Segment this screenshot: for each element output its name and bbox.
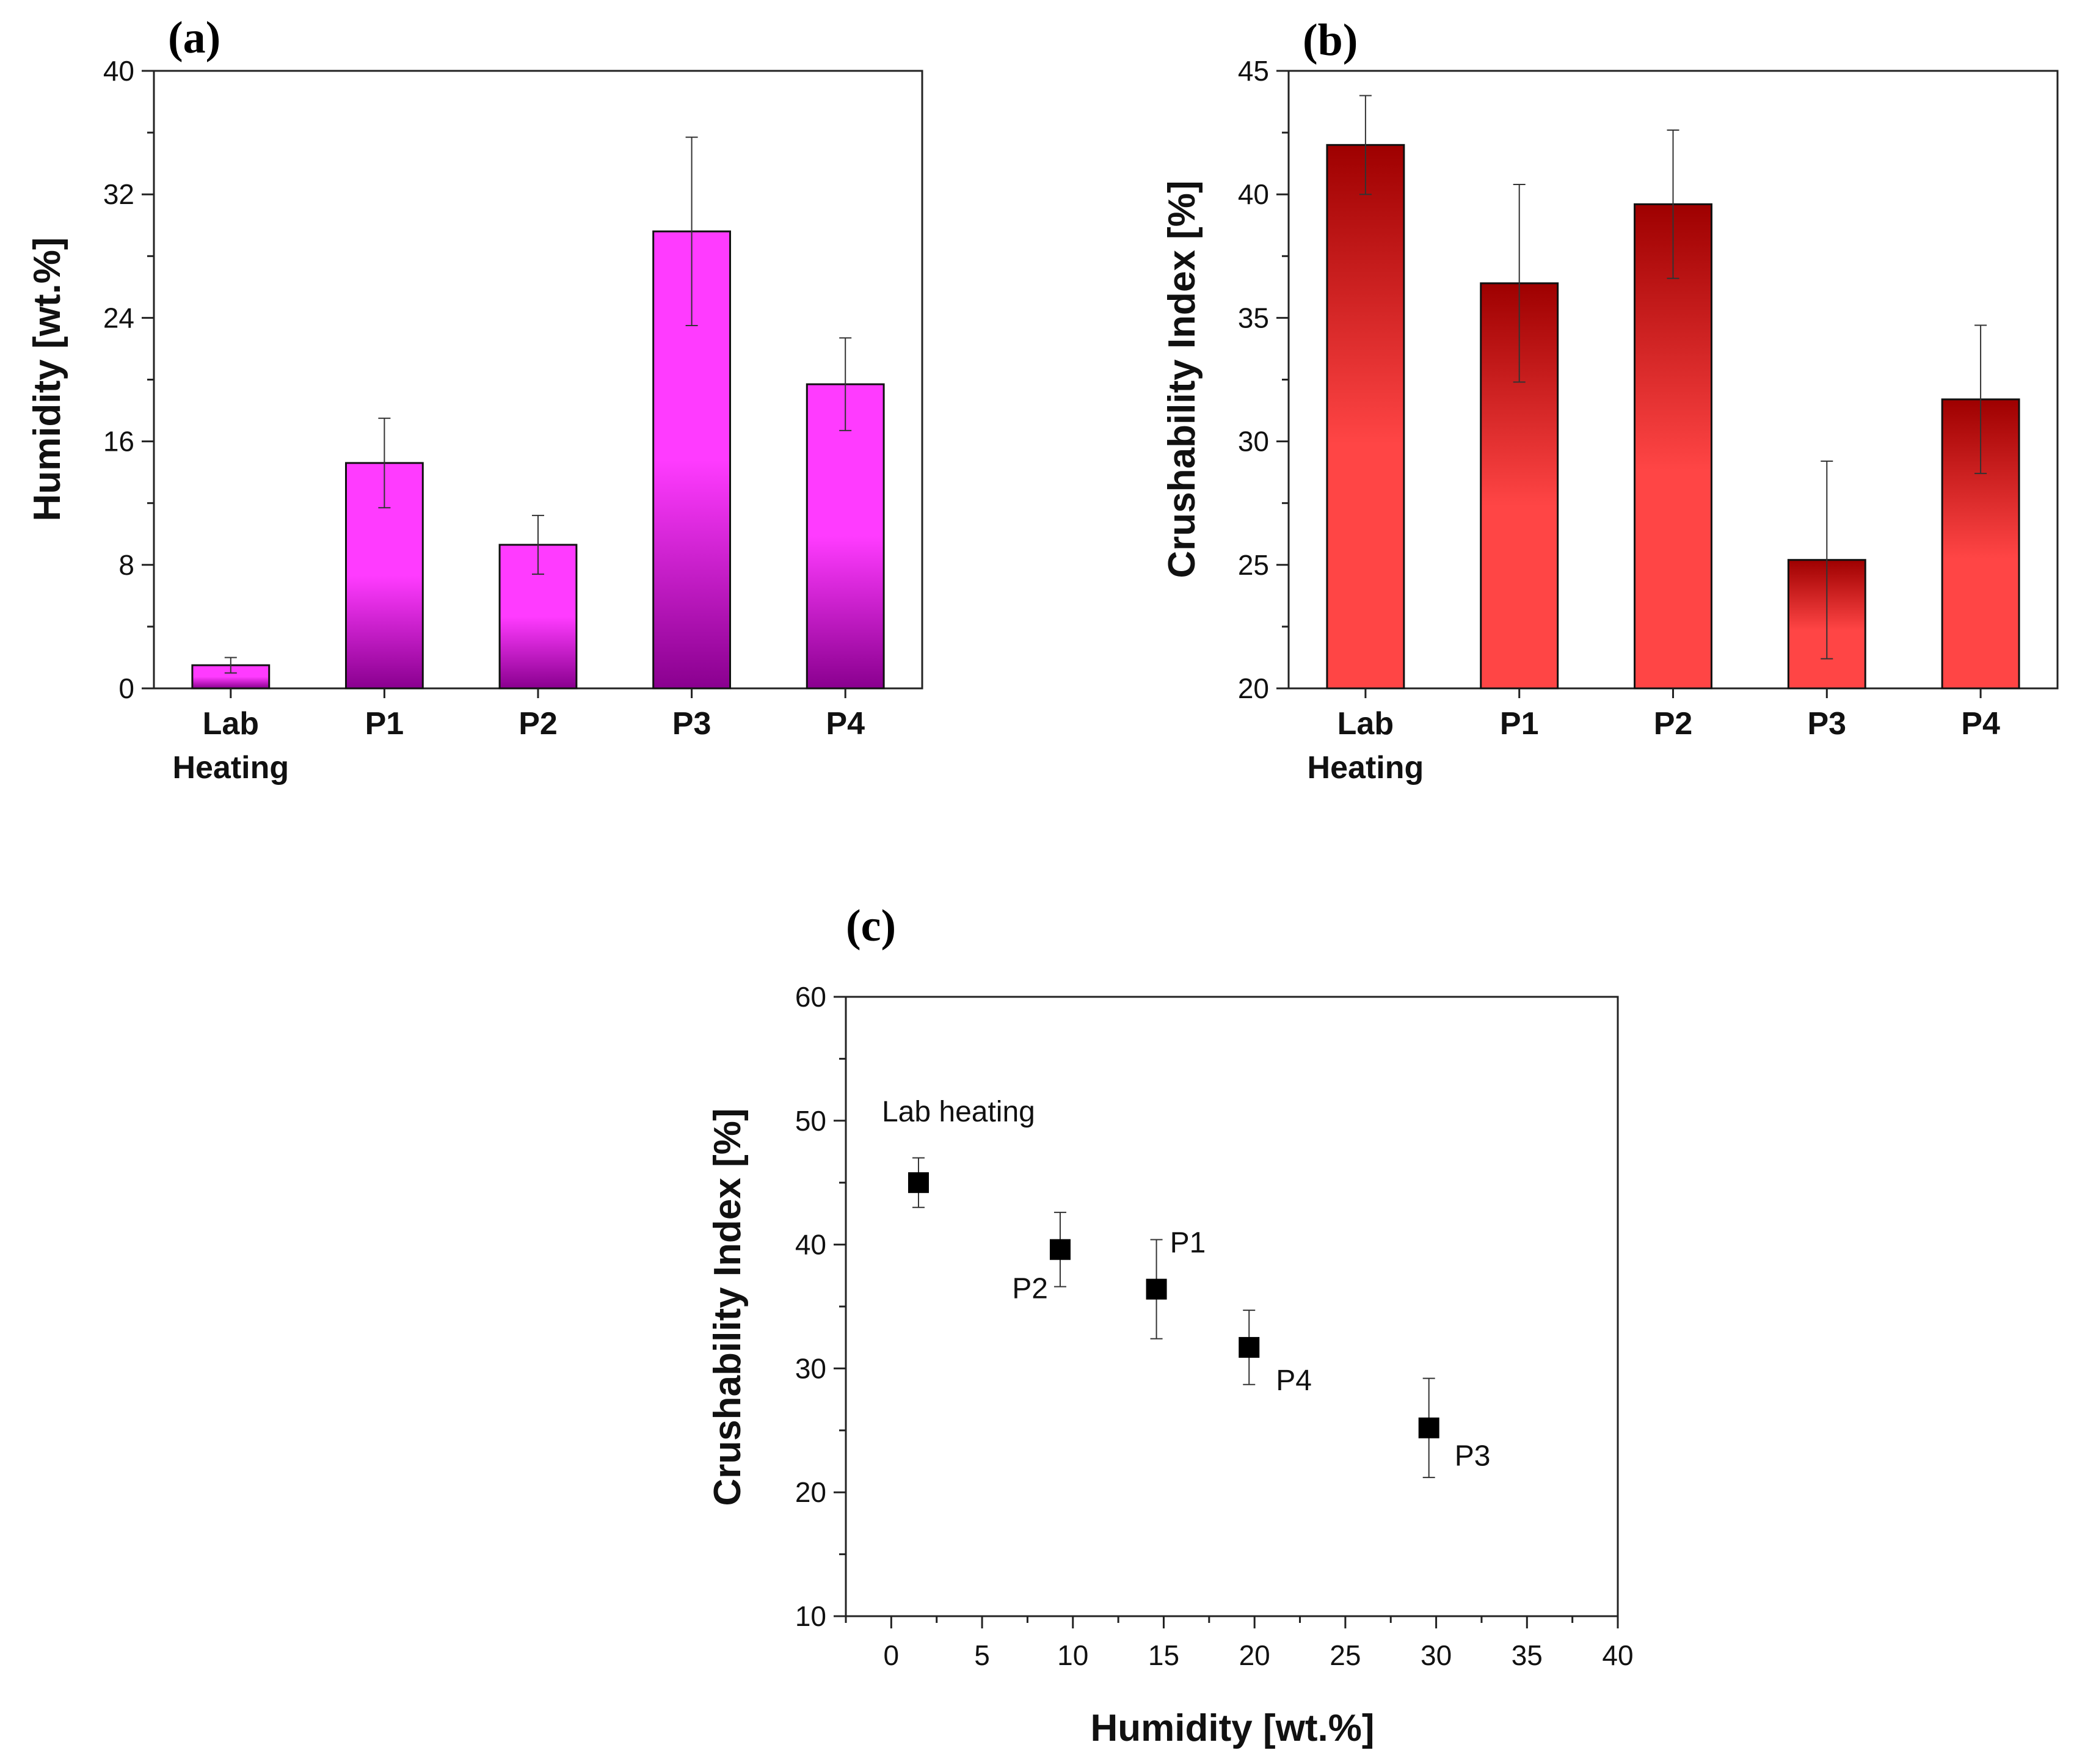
chart-a-y-axis-title: Humidity [wt.%] <box>26 238 68 522</box>
c-x-tick-label: 40 <box>1602 1639 1633 1671</box>
b-category-label: Lab <box>1337 706 1394 742</box>
b-category-label: P4 <box>1961 706 2000 742</box>
c-x-tick-label: 10 <box>1057 1639 1088 1671</box>
b-category-label: P1 <box>1500 706 1539 742</box>
chart-b-x-axis: Lab Heating P1 P2 P3 P4 <box>1308 688 2000 785</box>
c-x-tick-label: 20 <box>1239 1639 1270 1671</box>
a-y-tick-label: 16 <box>103 426 134 457</box>
b-bar <box>1634 203 1712 690</box>
chart-b-y-axis: 20 25 30 35 40 45 <box>1238 55 1289 704</box>
a-bar <box>498 544 578 690</box>
a-y-tick-label: 32 <box>103 178 134 210</box>
panel-b-letter: (b) <box>1303 15 1358 65</box>
c-y-tick-label: 40 <box>795 1229 826 1261</box>
c-y-tick-label: 30 <box>795 1352 826 1384</box>
chart-a-y-axis: 0 8 16 24 32 40 <box>103 55 154 704</box>
c-data-point <box>1146 1278 1167 1300</box>
c-data-point <box>1239 1336 1260 1358</box>
c-x-tick-label: 5 <box>974 1639 990 1671</box>
a-y-tick-label: 8 <box>118 549 134 581</box>
a-category-label: Heating <box>172 750 289 785</box>
crushability-vs-humidity-scatter: 10 20 30 40 50 60 0 5 10 15 20 25 30 35 40 Lab heatin… <box>707 981 1634 1749</box>
c-data-point <box>1418 1417 1439 1438</box>
b-category-label: P3 <box>1807 706 1846 742</box>
b-y-tick-label: 35 <box>1238 302 1269 333</box>
a-category-label: P2 <box>518 706 558 742</box>
c-x-tick-label: 30 <box>1421 1639 1452 1671</box>
a-category-label: P4 <box>826 706 865 742</box>
c-point-label: Lab heating <box>882 1096 1035 1128</box>
chart-c-y-axis-title: Crushability Index [%] <box>707 1108 749 1506</box>
b-y-tick-label: 20 <box>1238 672 1269 704</box>
c-point-label: P1 <box>1170 1227 1206 1259</box>
chart-a-bars <box>191 230 885 690</box>
c-data-point <box>908 1172 929 1194</box>
c-point-label: P2 <box>1012 1273 1048 1305</box>
humidity-bar-chart: 0 8 16 24 32 40 Lab Heating P1 P2 P3 P4 Humidity [… <box>26 55 923 785</box>
chart-c-x-axis: 0 5 10 15 20 25 30 35 40 <box>845 1616 1634 1671</box>
c-x-tick-label: 15 <box>1148 1639 1179 1671</box>
chart-c-frame <box>845 996 1619 1617</box>
panel-c-letter: (c) <box>846 901 896 951</box>
c-y-tick-label: 20 <box>795 1476 826 1508</box>
b-y-tick-label: 45 <box>1238 55 1269 87</box>
b-bar <box>1326 144 1405 690</box>
a-category-label: Lab <box>203 706 259 742</box>
c-data-point <box>1049 1239 1071 1260</box>
chart-a-error-bars <box>224 136 852 674</box>
a-category-label: P3 <box>672 706 711 742</box>
panel-a-letter: (a) <box>168 13 220 63</box>
b-y-tick-label: 40 <box>1238 178 1269 210</box>
c-x-tick-label: 25 <box>1330 1639 1361 1671</box>
c-point-label: P3 <box>1455 1440 1491 1473</box>
chart-c-y-axis: 10 20 30 40 50 60 <box>795 981 846 1632</box>
chart-c-points <box>908 1172 1439 1438</box>
a-category-label: P1 <box>365 706 404 742</box>
c-point-label: P4 <box>1276 1365 1312 1397</box>
a-y-tick-label: 0 <box>118 672 134 704</box>
crushability-bar-chart: 20 25 30 35 40 45 Lab Heating P1 P2 P3 P4 Crushabi… <box>1161 55 2059 785</box>
b-y-tick-label: 30 <box>1238 426 1269 457</box>
b-y-tick-label: 25 <box>1238 549 1269 581</box>
chart-b-error-bars <box>1359 95 1987 660</box>
a-y-tick-label: 40 <box>103 55 134 87</box>
chart-b-y-axis-title: Crushability Index [%] <box>1161 180 1203 578</box>
c-y-tick-label: 60 <box>795 981 826 1013</box>
chart-c-x-axis-title: Humidity [wt.%] <box>1091 1707 1375 1749</box>
b-category-label: Heating <box>1308 750 1424 785</box>
a-y-tick-label: 24 <box>103 302 134 333</box>
chart-c-point-labels: Lab heating P2 P1 P4 P3 <box>882 1096 1490 1473</box>
c-x-tick-label: 35 <box>1512 1639 1543 1671</box>
c-y-tick-label: 50 <box>795 1105 826 1137</box>
chart-a-x-axis: Lab Heating P1 P2 P3 P4 <box>172 688 865 785</box>
b-category-label: P2 <box>1654 706 1693 742</box>
c-x-tick-label: 0 <box>884 1639 900 1671</box>
c-y-tick-label: 10 <box>795 1600 826 1632</box>
chart-c-error-bars <box>912 1157 1435 1478</box>
